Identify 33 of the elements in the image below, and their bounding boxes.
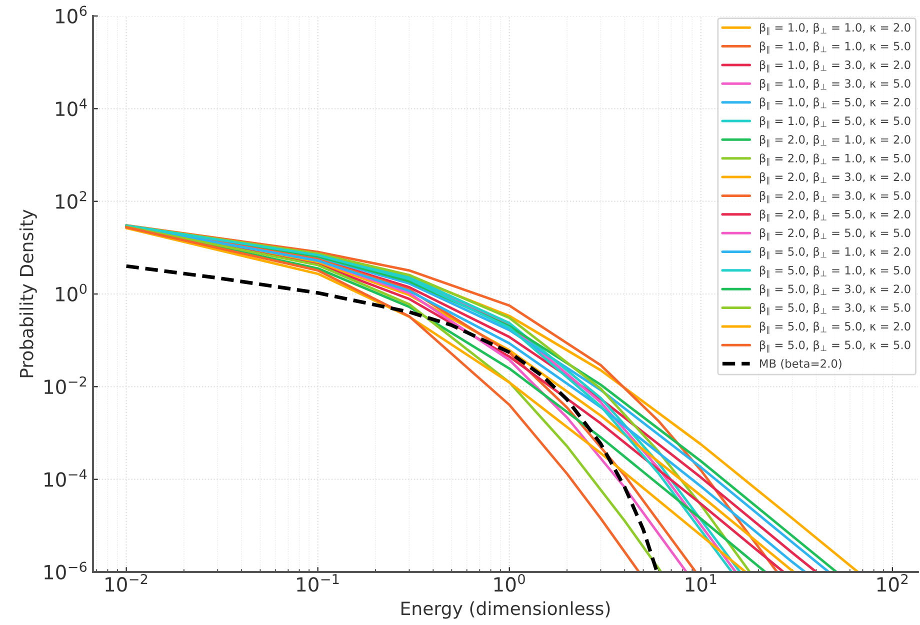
legend-label: β$_{∥}$ = 5.0, β$_{⊥}$ = 1.0, κ = 5.0 [760,266,910,278]
legend-label: β$_{∥}$ = 2.0, β$_{⊥}$ = 5.0, κ = 2.0 [760,210,910,222]
legend-label: β$_{∥}$ = 5.0, β$_{⊥}$ = 5.0, κ = 5.0 [760,340,910,353]
y-tick-label: 10$^{−4}$ [44,469,87,487]
y-tick-label: 10$^{0}$ [56,284,87,302]
legend-label: β$_{∥}$ = 2.0, β$_{⊥}$ = 1.0, κ = 5.0 [760,154,910,166]
legend-label: β$_{∥}$ = 2.0, β$_{⊥}$ = 3.0, κ = 2.0 [760,172,910,185]
y-tick-label: 10$^{−6}$ [44,562,87,580]
legend-label: β$_{∥}$ = 1.0, β$_{⊥}$ = 3.0, κ = 2.0 [760,60,910,72]
y-tick-label: 10$^{2}$ [56,191,86,209]
y-tick-label: 10$^{4}$ [56,98,87,116]
legend-label: β$_{∥}$ = 1.0, β$_{⊥}$ = 5.0, κ = 2.0 [760,98,910,110]
x-tick-label: 10$^{1}$ [686,574,716,592]
x-axis-title: Energy (dimensionless) [402,601,610,619]
legend-label: β$_{∥}$ = 5.0, β$_{⊥}$ = 1.0, κ = 2.0 [760,246,910,260]
y-tick-label: 10$^{−2}$ [44,376,86,394]
legend-label: β$_{∥}$ = 2.0, β$_{⊥}$ = 3.0, κ = 5.0 [760,190,910,204]
legend-label: β$_{∥}$ = 1.0, β$_{⊥}$ = 5.0, κ = 5.0 [760,116,910,129]
legend-label: β$_{∥}$ = 5.0, β$_{⊥}$ = 5.0, κ = 2.0 [760,322,910,334]
legend-label: β$_{∥}$ = 5.0, β$_{⊥}$ = 3.0, κ = 2.0 [760,284,910,297]
x-tick-label: 10$^{0}$ [494,574,525,592]
legend-label: β$_{∥}$ = 2.0, β$_{⊥}$ = 1.0, κ = 2.0 [760,134,910,148]
x-tick-label: 10$^{2}$ [877,574,908,592]
legend-label: β$_{∥}$ = 5.0, β$_{⊥}$ = 3.0, κ = 5.0 [760,303,910,316]
legend-label: β$_{∥}$ = 1.0, β$_{⊥}$ = 1.0, κ = 5.0 [760,42,910,54]
x-tick-label: 10$^{−1}$ [297,574,339,592]
legend-label: MB (beta=2.0) [760,359,842,370]
x-tick-label: 10$^{−2}$ [106,574,148,592]
legend-label: β$_{∥}$ = 2.0, β$_{⊥}$ = 5.0, κ = 5.0 [760,228,910,241]
legend-label: β$_{∥}$ = 1.0, β$_{⊥}$ = 1.0, κ = 2.0 [760,22,910,36]
legend-label: β$_{∥}$ = 1.0, β$_{⊥}$ = 3.0, κ = 5.0 [760,78,910,92]
y-axis-title: Probability Density [19,210,37,378]
y-tick-label: 10$^{6}$ [56,6,87,24]
